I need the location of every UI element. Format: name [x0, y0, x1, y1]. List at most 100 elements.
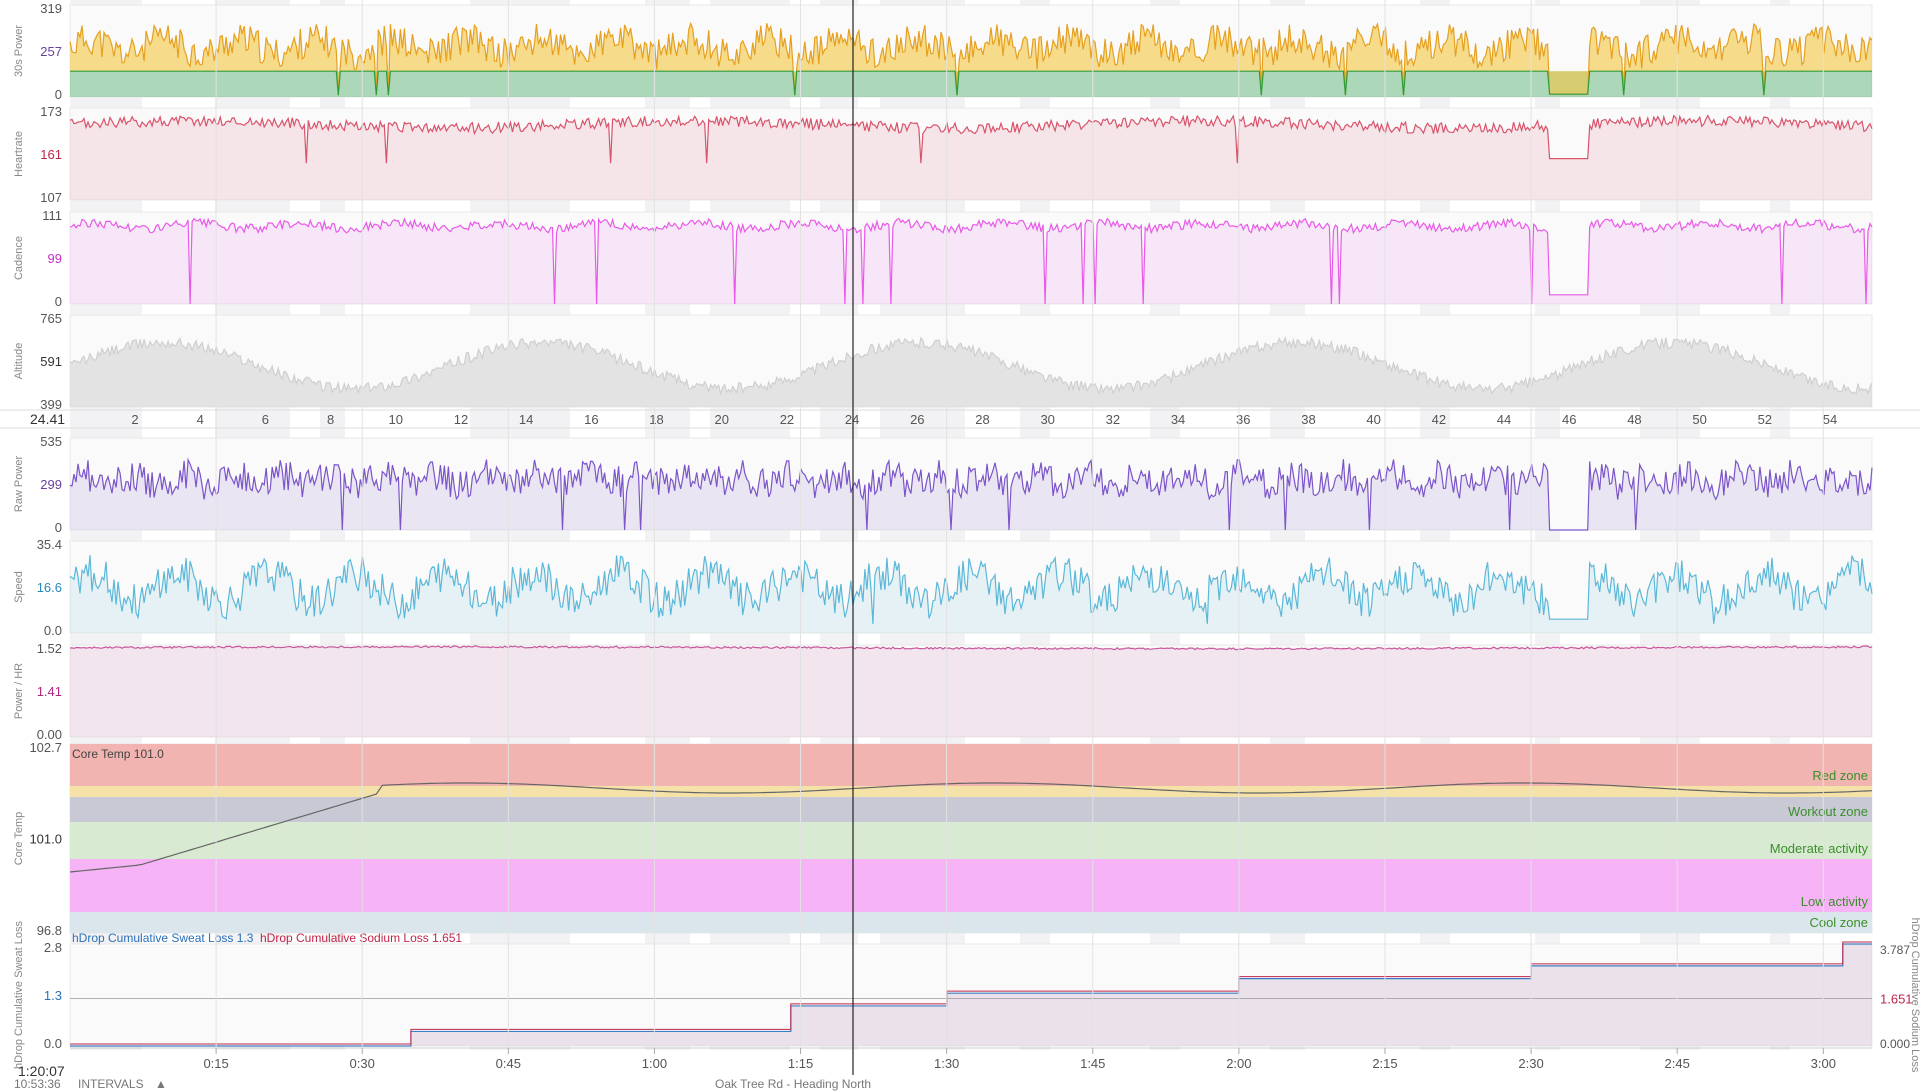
- raw-axis-title: Raw Power: [13, 456, 25, 513]
- intervals-toggle[interactable]: INTERVALS: [78, 1077, 144, 1091]
- lap-marker-label: 18: [649, 412, 663, 427]
- core-temp-line: [69, 782, 1873, 873]
- alt-ymid-label: 591: [40, 354, 62, 369]
- core-zone-band: [70, 912, 1872, 933]
- sodium-ymin-label: 0.000: [1880, 1037, 1910, 1051]
- panel-p30: 319 257 0 30s Power: [13, 1, 1873, 102]
- lap-marker-label: 42: [1432, 412, 1446, 427]
- core-zone-band: [70, 859, 1872, 912]
- panel-cad: 111 99 0 Cadence: [13, 208, 1873, 309]
- alt-axis-title: Altitude: [13, 343, 25, 380]
- x-tick-label: 0:15: [203, 1056, 228, 1071]
- alt-ymax-label: 765: [40, 311, 62, 326]
- lap-marker-label: 2: [131, 412, 138, 427]
- p30-axis-title: 30s Power: [13, 25, 25, 77]
- x-tick-label: 1:45: [1080, 1056, 1105, 1071]
- x-tick-label: 2:00: [1226, 1056, 1251, 1071]
- lap-marker-label: 10: [389, 412, 403, 427]
- sodium-ymid-label: 1.651: [1880, 992, 1913, 1007]
- sodium-legend: hDrop Cumulative Sodium Loss 1.651: [260, 931, 462, 945]
- panel-sweat: 2.8 1.3 0.0 hDrop Cumulative Sweat Loss hDro…: [13, 918, 1920, 1073]
- core-zone-band: [70, 786, 1872, 797]
- x-axis: 0:15 0:30 0:45 1:00 1:15 1:30 1:45 2:00 2:15 2:30…: [70, 0, 1872, 1071]
- cad-ymid-label: 99: [48, 251, 62, 266]
- panel-core: 102.7 101.0 96.8 Core Temp Red zone Workout z…: [13, 740, 1873, 938]
- cad-ymin-label: 0: [55, 294, 62, 309]
- x-tick-label: 0:30: [350, 1056, 375, 1071]
- sweat-axis-title: hDrop Cumulative Sweat Loss: [13, 921, 25, 1069]
- phr-plot-area: [69, 644, 1873, 738]
- spd-ymin-label: 0.0: [44, 623, 62, 638]
- core-ymax-label: 102.7: [29, 740, 62, 755]
- alt-ymin-label: 399: [40, 397, 62, 412]
- x-tick-label: 2:15: [1372, 1056, 1397, 1071]
- raw-plot-area: [69, 437, 1873, 531]
- lap-marker-label: 20: [714, 412, 728, 427]
- power30-low-line: [70, 70, 1872, 96]
- sodium-axis-title: hDrop Cumulative Sodium Loss: [1909, 918, 1920, 1073]
- raw-ymid-label: 299: [40, 477, 62, 492]
- caret-up-icon[interactable]: ▲: [155, 1077, 167, 1091]
- alt-line: [69, 336, 1873, 396]
- footer-time: 10:53:36: [14, 1077, 61, 1091]
- alt-area: [70, 337, 1872, 407]
- panel-phr: 1.52 1.41 0.00 Power / HR: [13, 641, 1873, 742]
- lap-marker-label: 28: [975, 412, 989, 427]
- lap-marker-label: 14: [519, 412, 533, 427]
- raw-ymin-label: 0: [55, 520, 62, 535]
- cad-line: [69, 217, 1873, 305]
- x-tick-label: 1:30: [934, 1056, 959, 1071]
- spd-axis-title: Speed: [13, 571, 25, 603]
- x-tick-label: 3:00: [1811, 1056, 1836, 1071]
- core-zone-label: Cool zone: [1809, 915, 1868, 930]
- x-tick-label: 2:30: [1518, 1056, 1543, 1071]
- spd-ymax-label: 35.4: [37, 537, 62, 552]
- x-tick-label: 2:45: [1665, 1056, 1690, 1071]
- core-zone-label: Low activity: [1801, 894, 1869, 909]
- lap-marker-label: 46: [1562, 412, 1576, 427]
- lap-marker-label: 38: [1301, 412, 1315, 427]
- lap-marker-label: 16: [584, 412, 598, 427]
- lap-marker-label: 4: [197, 412, 204, 427]
- core-zone-band: [70, 797, 1872, 822]
- footer-bar: 10:53:36 INTERVALS ▲ Oak Tree Rd - Headi…: [0, 1077, 1920, 1091]
- sweat-ymax-label: 2.8: [44, 940, 62, 955]
- phr-line: [69, 645, 1873, 651]
- core-ymin-label: 96.8: [37, 923, 62, 938]
- phr-axis-title: Power / HR: [13, 663, 25, 719]
- lap-marker-label: 34: [1171, 412, 1185, 427]
- lap-marker-label: 50: [1692, 412, 1706, 427]
- lap-marker-label: 44: [1497, 412, 1511, 427]
- panel-spd: 35.4 16.6 0.0 Speed: [13, 537, 1873, 638]
- lap-marker-row: 2 4 6 8 10 12 14 16 18 20 22 24 26 28 30 32 34 36 38 40 42 44…: [0, 409, 1920, 429]
- hr-line: [69, 114, 1873, 164]
- panel-alt: 765 591 399 Altitude: [13, 311, 1873, 412]
- cursor-time-label: 1:20:07: [18, 1063, 65, 1079]
- p30-ymin-label: 0: [55, 87, 62, 102]
- core-zone-band: [70, 822, 1872, 859]
- x-tick-label: 0:45: [496, 1056, 521, 1071]
- raw-ymax-label: 535: [40, 434, 62, 449]
- core-zone-label: Red zone: [1812, 768, 1868, 783]
- panel-hr: 173 161 107 Heartrate: [13, 104, 1873, 205]
- hr-ymid-label: 161: [40, 147, 62, 162]
- lap-marker-label: 6: [262, 412, 269, 427]
- phr-ymax-label: 1.52: [37, 641, 62, 656]
- lap-marker-label: 24: [845, 412, 859, 427]
- phr-ymin-label: 0.00: [37, 727, 62, 742]
- x-tick-label: 1:15: [788, 1056, 813, 1071]
- lap-marker-label: 8: [327, 412, 334, 427]
- spd-ymid-label: 16.6: [37, 580, 62, 595]
- hr-ymax-label: 173: [40, 104, 62, 119]
- core-axis-title: Core Temp: [13, 812, 25, 866]
- core-zone-band: [70, 744, 1872, 786]
- lap-marker-label: 12: [454, 412, 468, 427]
- cad-area: [70, 218, 1872, 304]
- footer-location: Oak Tree Rd - Heading North: [715, 1077, 872, 1091]
- x-tick-label: 1:00: [642, 1056, 667, 1071]
- sweat-legend: hDrop Cumulative Sweat Loss 1.3: [72, 931, 254, 945]
- lap-marker-label: 22: [780, 412, 794, 427]
- sodium-ymax-label: 3.787: [1880, 943, 1910, 957]
- panel-raw: 535 299 0 Raw Power: [13, 434, 1873, 535]
